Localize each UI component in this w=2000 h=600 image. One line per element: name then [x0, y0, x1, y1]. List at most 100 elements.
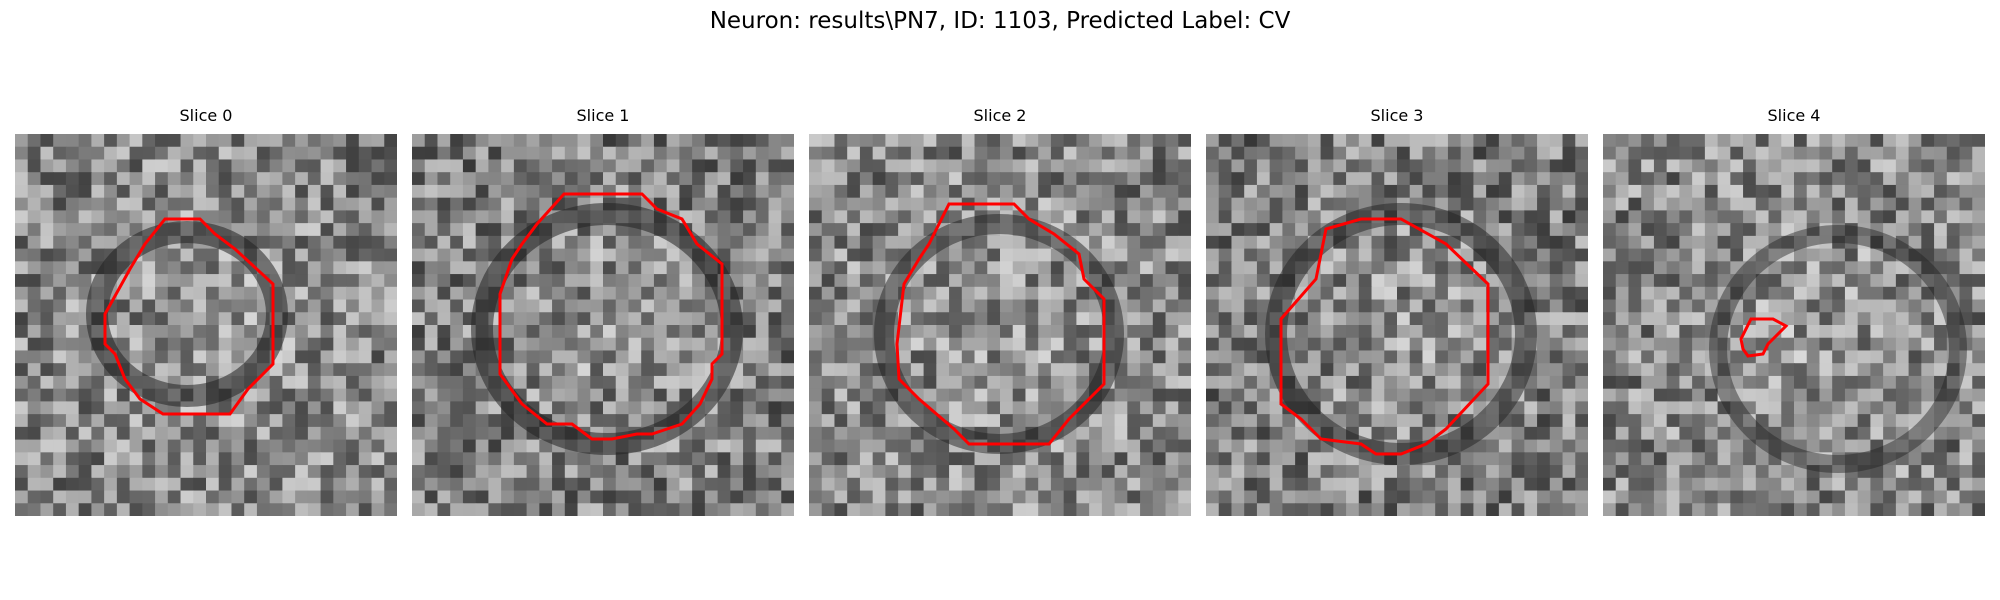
texture-tile: [437, 235, 451, 250]
texture-tile: [1038, 337, 1052, 352]
texture-tile: [1076, 172, 1090, 186]
texture-tile: [244, 159, 258, 173]
texture-tile: [218, 286, 233, 301]
texture-tile: [743, 439, 757, 453]
texture-tile: [768, 350, 782, 364]
texture-tile: [1231, 312, 1245, 326]
membrane-ring: [86, 221, 288, 407]
texture-tile: [1409, 146, 1424, 161]
texture-tile: [1231, 235, 1245, 250]
texture-tile: [1755, 286, 1770, 301]
texture-tile: [1704, 134, 1719, 148]
texture-tile: [155, 312, 169, 326]
texture-tile: [1422, 337, 1436, 352]
texture-tile: [1679, 312, 1693, 326]
texture-tile: [333, 312, 347, 326]
texture-tile: [1038, 299, 1052, 313]
texture-tile: [384, 439, 397, 453]
texture-tile: [847, 401, 861, 415]
texture-tile: [1806, 197, 1821, 211]
texture-tile: [1063, 184, 1077, 199]
texture-tile: [1717, 210, 1731, 224]
texture-tile: [781, 414, 794, 428]
texture-tile: [1562, 146, 1576, 161]
texture-tile: [577, 375, 591, 390]
texture-tile: [307, 375, 322, 390]
texture-tile: [1549, 159, 1564, 173]
texture-tile: [282, 337, 296, 352]
texture-tile: [1384, 363, 1398, 377]
texture-tile: [1114, 375, 1128, 390]
texture-tile: [1114, 248, 1128, 262]
texture-tile: [412, 388, 426, 402]
texture-tile: [1895, 312, 1910, 326]
texture-tile: [295, 325, 309, 339]
texture-tile: [282, 134, 296, 148]
texture-tile: [320, 261, 334, 275]
texture-tile: [1628, 134, 1642, 148]
texture-tile: [872, 159, 886, 173]
texture-tile: [1972, 414, 1985, 428]
texture-tile: [78, 388, 92, 402]
texture-tile: [1320, 286, 1334, 301]
texture-tile: [1384, 312, 1398, 326]
texture-tile: [1857, 223, 1871, 237]
texture-tile: [1524, 426, 1538, 441]
texture-tile: [1397, 235, 1411, 250]
texture-tile: [206, 274, 220, 288]
texture-tile: [1447, 375, 1462, 390]
texture-tile: [1832, 452, 1846, 466]
texture-tile: [1870, 312, 1884, 326]
texture-tile: [1972, 159, 1985, 173]
texture-tile: [244, 465, 258, 479]
texture-tile: [1320, 134, 1334, 148]
texture-tile: [15, 465, 29, 479]
texture-tile: [180, 261, 194, 275]
texture-tile: [1269, 477, 1283, 492]
texture-tile: [885, 223, 899, 237]
texture-tile: [1921, 159, 1935, 173]
texture-tile: [1857, 426, 1871, 441]
texture-tile: [1256, 172, 1271, 186]
texture-tile: [1603, 210, 1617, 224]
texture-tile: [1320, 274, 1334, 288]
texture-tile: [641, 388, 655, 402]
texture-tile: [1152, 274, 1167, 288]
texture-tile: [1358, 299, 1373, 313]
texture-tile: [450, 337, 464, 352]
texture-tile: [412, 350, 426, 364]
texture-tile: [346, 401, 360, 415]
texture-tile: [295, 312, 309, 326]
texture-tile: [1895, 350, 1910, 364]
texture-tile: [1218, 426, 1233, 441]
texture-tile: [15, 261, 29, 275]
texture-tile: [346, 184, 360, 199]
texture-tile: [346, 439, 360, 453]
texture-tile: [910, 172, 925, 186]
texture-tile: [1615, 414, 1630, 428]
texture-tile: [1806, 261, 1821, 275]
texture-tile: [730, 490, 744, 504]
texture-tile: [450, 184, 464, 199]
texture-tile: [653, 134, 668, 148]
texture-tile: [1127, 477, 1141, 492]
texture-tile: [167, 439, 182, 453]
texture-tile: [552, 286, 566, 301]
texture-tile: [1806, 146, 1821, 161]
texture-tile: [40, 325, 54, 339]
texture-tile: [1346, 414, 1360, 428]
texture-tile: [1025, 375, 1039, 390]
texture-tile: [1050, 477, 1065, 492]
texture-tile: [129, 210, 143, 224]
texture-tile: [1178, 350, 1191, 364]
texture-tile: [1140, 274, 1154, 288]
texture-tile: [1435, 172, 1449, 186]
texture-tile: [462, 363, 477, 377]
texture-tile: [1959, 274, 1973, 288]
texture-tile: [371, 426, 385, 441]
texture-tile: [1832, 337, 1846, 352]
texture-tile: [116, 197, 131, 211]
texture-tile: [615, 414, 630, 428]
texture-tile: [1127, 286, 1141, 301]
texture-tile: [269, 235, 283, 250]
